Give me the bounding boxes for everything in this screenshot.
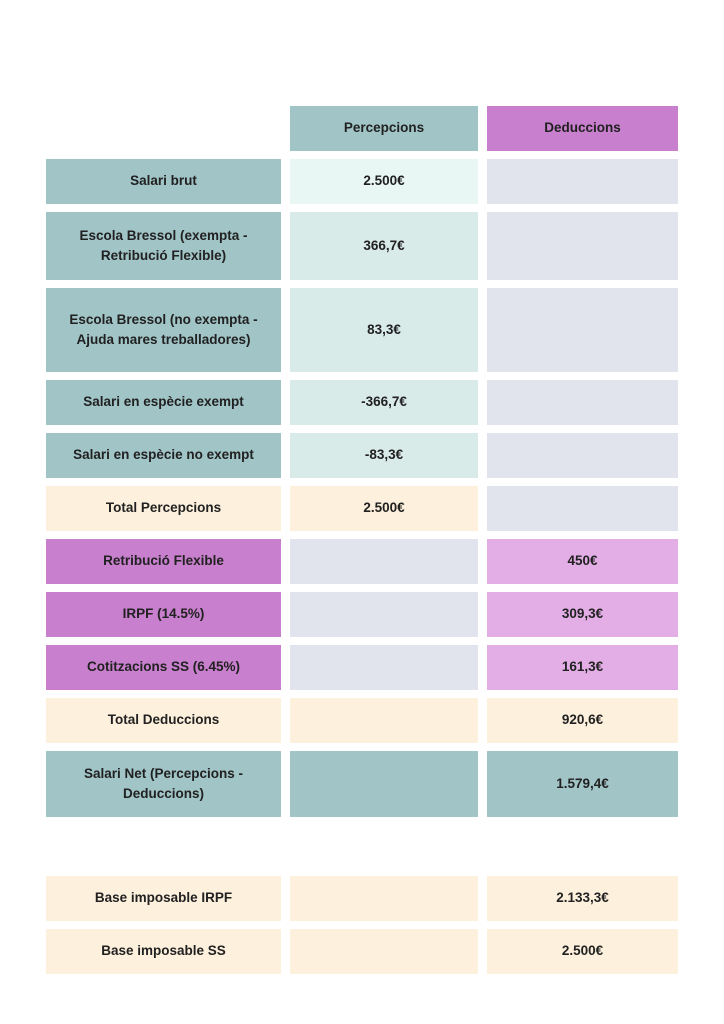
cell-cotitzacions-percepcions (290, 645, 478, 690)
cell-salari-brut-deduccions (487, 159, 678, 204)
table-row: Base imposable SS 2.500€ (46, 929, 678, 974)
cell-irpf-deduccions: 309,3€ (487, 592, 678, 637)
cell-retribucio-flexible-deduccions: 450€ (487, 539, 678, 584)
cell-total-percepcions-label: Total Percepcions (46, 486, 281, 531)
cell-base-irpf-percepcions (290, 876, 478, 921)
cell-total-deduccions-percepcions (290, 698, 478, 743)
cell-base-ss-label: Base imposable SS (46, 929, 281, 974)
cell-escola-exempta-percepcions: 366,7€ (290, 212, 478, 280)
header-empty-cell (46, 106, 281, 151)
table-row: Escola Bressol (exempta - Retribució Fle… (46, 212, 678, 280)
cell-especie-no-exempt-label: Salari en espècie no exempt (46, 433, 281, 478)
cell-salari-net-deduccions: 1.579,4€ (487, 751, 678, 817)
cell-total-percepcions-deduccions (487, 486, 678, 531)
table-row: Base imposable IRPF 2.133,3€ (46, 876, 678, 921)
cell-especie-no-exempt-percepcions: -83,3€ (290, 433, 478, 478)
table-row: Retribució Flexible 450€ (46, 539, 678, 584)
cell-base-ss-percepcions (290, 929, 478, 974)
cell-escola-exempta-deduccions (487, 212, 678, 280)
header-deduccions: Deduccions (487, 106, 678, 151)
cell-especie-exempt-percepcions: -366,7€ (290, 380, 478, 425)
cell-cotitzacions-label: Cotitzacions SS (6.45%) (46, 645, 281, 690)
cell-especie-no-exempt-deduccions (487, 433, 678, 478)
cell-cotitzacions-deduccions: 161,3€ (487, 645, 678, 690)
table-row: Total Deduccions 920,6€ (46, 698, 678, 743)
table-row: Salari Net (Percepcions - Deduccions) 1.… (46, 751, 678, 817)
cell-escola-exempta-label: Escola Bressol (exempta - Retribució Fle… (46, 212, 281, 280)
cell-irpf-percepcions (290, 592, 478, 637)
cell-salari-net-percepcions (290, 751, 478, 817)
table-row: Total Percepcions 2.500€ (46, 486, 678, 531)
table-row: Cotitzacions SS (6.45%) 161,3€ (46, 645, 678, 690)
cell-total-deduccions-deduccions: 920,6€ (487, 698, 678, 743)
cell-especie-exempt-deduccions (487, 380, 678, 425)
cell-irpf-label: IRPF (14.5%) (46, 592, 281, 637)
table-header-row: Percepcions Deduccions (46, 106, 678, 151)
table-row: Salari brut 2.500€ (46, 159, 678, 204)
cell-retribucio-flexible-percepcions (290, 539, 478, 584)
cell-escola-no-exempta-label: Escola Bressol (no exempta - Ajuda mares… (46, 288, 281, 372)
header-percepcions: Percepcions (290, 106, 478, 151)
cell-salari-brut-percepcions: 2.500€ (290, 159, 478, 204)
table-row: IRPF (14.5%) 309,3€ (46, 592, 678, 637)
cell-total-percepcions-percepcions: 2.500€ (290, 486, 478, 531)
cell-base-irpf-deduccions: 2.133,3€ (487, 876, 678, 921)
cell-base-ss-deduccions: 2.500€ (487, 929, 678, 974)
cell-especie-exempt-label: Salari en espècie exempt (46, 380, 281, 425)
cell-base-irpf-label: Base imposable IRPF (46, 876, 281, 921)
table-row: Salari en espècie no exempt -83,3€ (46, 433, 678, 478)
cell-retribucio-flexible-label: Retribució Flexible (46, 539, 281, 584)
table-row: Salari en espècie exempt -366,7€ (46, 380, 678, 425)
cell-escola-no-exempta-percepcions: 83,3€ (290, 288, 478, 372)
salary-table: Percepcions Deduccions Salari brut 2.500… (46, 106, 678, 982)
table-row: Escola Bressol (no exempta - Ajuda mares… (46, 288, 678, 372)
cell-total-deduccions-label: Total Deduccions (46, 698, 281, 743)
cell-salari-net-label: Salari Net (Percepcions - Deduccions) (46, 751, 281, 817)
cell-salari-brut-label: Salari brut (46, 159, 281, 204)
section-spacer (46, 825, 678, 876)
cell-escola-no-exempta-deduccions (487, 288, 678, 372)
